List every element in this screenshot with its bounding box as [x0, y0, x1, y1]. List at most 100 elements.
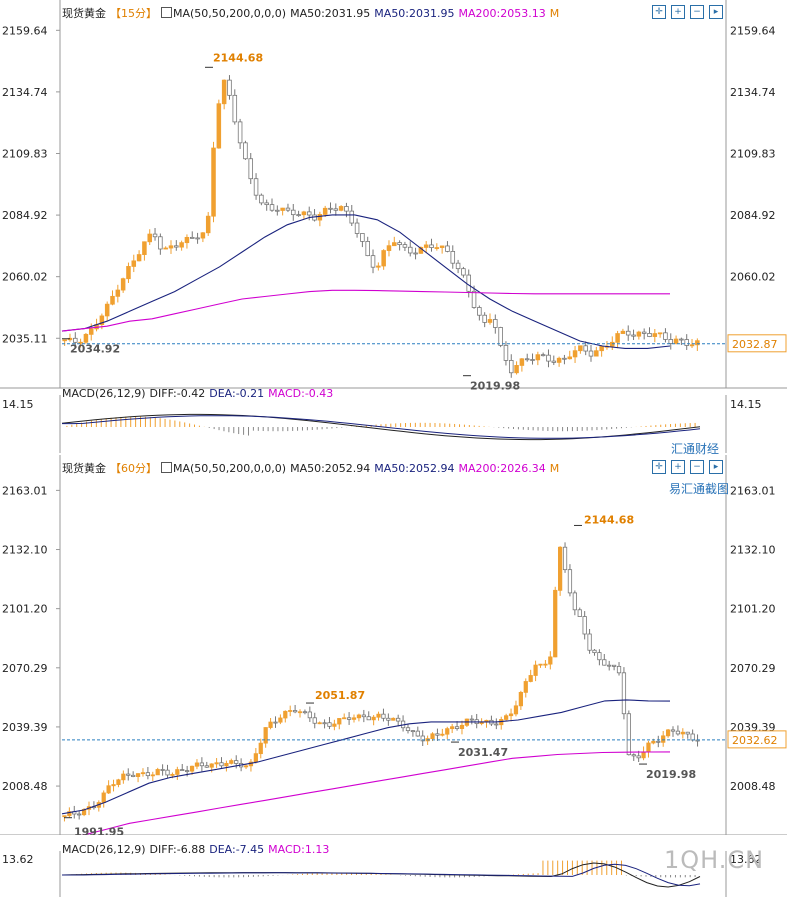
- y-tick-label-right: 2084.92: [730, 209, 776, 222]
- panel2-ma50b: MA50:2052.94: [374, 462, 455, 475]
- candle-body: [189, 765, 195, 772]
- candle-body: [237, 121, 243, 144]
- zoom-out-icon[interactable]: −: [690, 460, 704, 474]
- expand-icon[interactable]: ▸: [709, 460, 723, 474]
- y-tick-label-right: 2109.83: [730, 147, 776, 160]
- candle-body: [158, 236, 163, 250]
- candle-body: [199, 762, 204, 767]
- candle-body: [661, 735, 666, 743]
- panel1-ma50b: MA50:2031.95: [374, 7, 455, 20]
- candle-body: [392, 242, 397, 247]
- candle-body: [67, 811, 72, 817]
- panel1-dea: DEA:-0.21: [209, 387, 265, 400]
- candle-body: [73, 337, 78, 343]
- panel1-m: M: [549, 7, 560, 20]
- y-tick-label-left: 2039.39: [2, 721, 48, 734]
- candle-body: [115, 289, 121, 297]
- panel1-period[interactable]: 【15分】: [110, 7, 157, 20]
- candle-body: [514, 365, 519, 374]
- candle-body: [370, 255, 376, 268]
- candle-body: [155, 769, 160, 776]
- candle-body: [338, 206, 344, 211]
- candle-body: [351, 717, 357, 720]
- candle-body: [538, 663, 543, 666]
- candle-body: [179, 242, 184, 248]
- candle-body: [445, 728, 450, 735]
- candle-body: [297, 711, 303, 714]
- panel2-macd-label: MACD(26,12,9): [62, 843, 146, 856]
- candle-body: [163, 247, 168, 250]
- panel2-macd-chart[interactable]: 13.62 13.62: [0, 851, 787, 899]
- zoom-in-icon[interactable]: +: [671, 460, 685, 474]
- expand-icon[interactable]: ▸: [709, 5, 723, 19]
- crosshair-icon[interactable]: ✛: [652, 460, 666, 474]
- candle-body: [253, 178, 259, 196]
- candle-body: [337, 718, 342, 725]
- candle-body: [280, 207, 285, 211]
- candle-body: [381, 250, 386, 267]
- candle-body: [101, 792, 106, 803]
- candle-body: [145, 772, 151, 777]
- panel1-macd-chart[interactable]: 14.15 14.15: [0, 395, 787, 455]
- candle-body: [450, 726, 455, 730]
- candle-body: [597, 652, 602, 661]
- candle-body: [131, 774, 136, 777]
- panel1-ma-icon[interactable]: [161, 7, 172, 18]
- y-tick-label-left: 2134.74: [2, 86, 48, 99]
- candle-body: [77, 813, 82, 816]
- candle-body: [301, 211, 307, 216]
- candle-body: [131, 260, 137, 267]
- candle-body: [668, 339, 674, 344]
- candle-body: [423, 244, 429, 248]
- candle-body: [429, 244, 434, 248]
- candle-body: [572, 592, 577, 611]
- candle-body: [504, 715, 509, 720]
- candle-body: [106, 785, 111, 794]
- candle-body: [184, 236, 190, 244]
- candle-body: [322, 722, 327, 725]
- candle-body: [548, 656, 553, 665]
- ma-line-ma200: [81, 751, 671, 835]
- candle-body: [327, 722, 332, 727]
- candle-body: [291, 209, 296, 216]
- panel2-ma-icon[interactable]: [161, 462, 172, 473]
- candle-body: [546, 354, 551, 362]
- zoom-in-icon[interactable]: +: [671, 5, 685, 19]
- zoom-out-icon[interactable]: −: [690, 5, 704, 19]
- candle-body: [430, 733, 435, 740]
- current-price-box: [727, 334, 787, 353]
- panel2-period[interactable]: 【60分】: [110, 462, 157, 475]
- brand-watermark-1: 汇通财经: [671, 442, 720, 456]
- candle-body: [195, 237, 200, 240]
- candle-body: [189, 236, 195, 239]
- y-tick-label-right: 2159.64: [730, 24, 776, 37]
- y-tick-label-left: 2035.11: [2, 332, 48, 345]
- candle-body: [62, 339, 67, 342]
- start-label: 1991.95: [74, 826, 124, 835]
- crosshair-icon[interactable]: ✛: [652, 5, 666, 19]
- candle-body: [578, 345, 583, 352]
- local-low-label: 2031.47: [458, 746, 508, 759]
- candle-body: [126, 266, 131, 280]
- candle-body: [344, 206, 349, 212]
- candle-body: [493, 319, 498, 328]
- panel2-ma50: MA50:2052.94: [290, 462, 371, 475]
- candle-body: [620, 330, 626, 334]
- candle-body: [285, 207, 291, 211]
- panel2-macd-header: MACD(26,12,9) DIFF:-6.88 DEA:-7.45 MACD:1.1…: [62, 843, 333, 856]
- candle-body: [498, 327, 503, 346]
- candle-body: [283, 710, 288, 719]
- candle-body: [219, 762, 224, 767]
- panel2-price-chart[interactable]: 2163.01 2163.01 2132.10 2132.10 2101.20 2101.…: [0, 455, 787, 835]
- candle-body: [679, 338, 684, 341]
- panel2-dea: DEA:-7.45: [209, 843, 265, 856]
- candle-body: [405, 727, 411, 732]
- panel1-price-chart[interactable]: 2159.64 2159.64 2134.74 2134.74 2109.83 2109.…: [0, 0, 787, 390]
- y-tick-label-left: 2060.02: [2, 271, 48, 284]
- panel2-name: 现货黄金: [62, 462, 106, 475]
- panel2-diff: DIFF:-6.88: [149, 843, 206, 856]
- macd-tick-right: 13.62: [730, 853, 762, 866]
- candle-body: [269, 204, 275, 211]
- y-tick-label-left: 2008.48: [2, 780, 48, 793]
- candle-body: [518, 691, 523, 707]
